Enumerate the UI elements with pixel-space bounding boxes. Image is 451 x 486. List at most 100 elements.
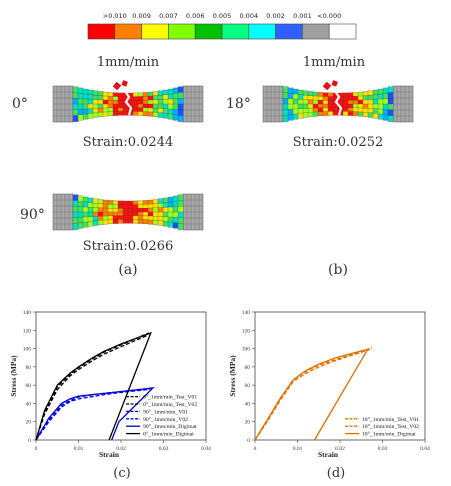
specimen-cell <box>157 220 164 226</box>
specimen-cell <box>297 108 304 114</box>
specimen-cell <box>347 107 354 112</box>
specimen-cell <box>167 108 174 115</box>
specimen-cell <box>102 219 109 225</box>
specimen-cell <box>152 203 159 209</box>
specimen-cell <box>387 103 394 111</box>
specimen-cell <box>382 87 389 94</box>
specimen-cell <box>327 96 334 101</box>
specimen-cell <box>327 111 334 116</box>
specimen-cell <box>362 112 369 117</box>
specimen-cell <box>162 207 169 213</box>
specimen-cell <box>367 90 374 96</box>
specimen-cell <box>77 98 84 105</box>
specimen-cell <box>142 111 149 116</box>
specimen-cell <box>357 107 364 113</box>
specimen-cell <box>72 103 79 111</box>
specimen-cell <box>92 198 99 204</box>
colorbar-swatch <box>328 23 357 40</box>
specimen-cell <box>107 100 114 105</box>
y-tick-label: 100 <box>242 347 251 353</box>
x-tick-label: 0.03 <box>378 446 388 452</box>
specimen-cell <box>132 219 139 224</box>
series-line <box>35 386 155 441</box>
specimen-cell <box>82 221 89 228</box>
specimen-cell <box>142 92 149 97</box>
colorbar-label: 0.006 <box>186 12 205 20</box>
specimen-cell <box>72 211 79 219</box>
specimen-cell <box>172 98 179 105</box>
y-tick-label: 140 <box>23 310 32 316</box>
specimen-cell <box>317 96 324 101</box>
specimen-cell <box>87 94 94 100</box>
specimen-cell <box>142 215 149 221</box>
specimen-cell <box>142 219 149 224</box>
specimen-cell <box>342 100 349 105</box>
specimen-cell <box>282 98 289 105</box>
specimen-cell <box>292 98 299 105</box>
specimen-cell <box>172 195 179 202</box>
specimen-cell <box>102 215 109 221</box>
specimen-cell <box>172 114 179 121</box>
legend-entry: 90°_1mm/min_V01 <box>143 408 188 415</box>
specimen-cell <box>157 108 164 114</box>
specimen-cell <box>142 200 149 205</box>
specimen-cell <box>292 93 299 100</box>
specimen-cell <box>77 93 84 100</box>
specimen-cell <box>87 89 94 96</box>
specimen-cell <box>162 99 169 105</box>
specimen-cell <box>342 92 349 98</box>
specimen-cell <box>357 111 364 117</box>
specimen-cell <box>112 100 119 105</box>
y-tick-label: 20 <box>245 420 251 426</box>
specimen-cell <box>162 94 169 100</box>
specimen-cell <box>322 100 329 105</box>
specimen-cell <box>167 221 174 228</box>
y-tick-label: 0 <box>28 438 31 444</box>
specimen-cell <box>162 103 169 110</box>
legend-entry: 90°_1mm/min_V02 <box>143 416 188 423</box>
specimen-cell <box>117 208 124 213</box>
rate-label-a: 1mm/min <box>97 55 160 70</box>
specimen-cell <box>172 93 179 100</box>
specimen-cell <box>307 112 314 117</box>
x-tick-label: 0.04 <box>201 446 211 452</box>
specimen-cell <box>167 93 174 100</box>
specimen-cell <box>177 211 184 219</box>
specimen-cell <box>352 103 359 109</box>
specimen-cell <box>92 112 99 118</box>
colorbar-label: 0.004 <box>239 12 258 20</box>
specimen-cell <box>97 211 104 217</box>
series-line <box>35 331 152 441</box>
specimen-cell <box>87 113 94 119</box>
specimen-cell <box>77 109 84 116</box>
specimen-cell <box>152 207 159 213</box>
colorbar-swatch <box>194 23 223 40</box>
specimen-cell <box>97 103 104 109</box>
specimen-cell <box>167 206 174 213</box>
legend-entry: 18°_1mm/min_Test_V02 <box>362 423 419 430</box>
specimen-cell <box>137 208 144 213</box>
specimen-cell <box>317 92 324 97</box>
specimen-cell <box>142 208 149 213</box>
colorbar-swatch <box>114 23 142 40</box>
specimen-cell <box>112 103 119 109</box>
x-axis-label: Strain <box>99 450 120 459</box>
specimen-cell <box>72 206 79 213</box>
specimen-cell <box>117 100 124 105</box>
specimen-cell <box>167 196 174 203</box>
x-tick-label: 0.02 <box>116 446 126 452</box>
caption-d: (d) <box>327 466 345 481</box>
specimen-cell <box>147 219 154 225</box>
specimen-cell <box>127 208 134 213</box>
specimen-cell <box>92 95 99 101</box>
specimen-cell <box>162 211 169 218</box>
specimen-cell <box>322 107 329 112</box>
specimen-cell <box>82 93 89 100</box>
colorbar-label: <0.000 <box>317 12 341 20</box>
specimen-cell <box>132 208 139 213</box>
specimen-cell <box>142 211 149 217</box>
specimen-cell <box>82 103 89 110</box>
specimen-cell <box>372 99 379 105</box>
specimen-cell <box>122 215 129 220</box>
specimen-cell <box>152 216 159 221</box>
